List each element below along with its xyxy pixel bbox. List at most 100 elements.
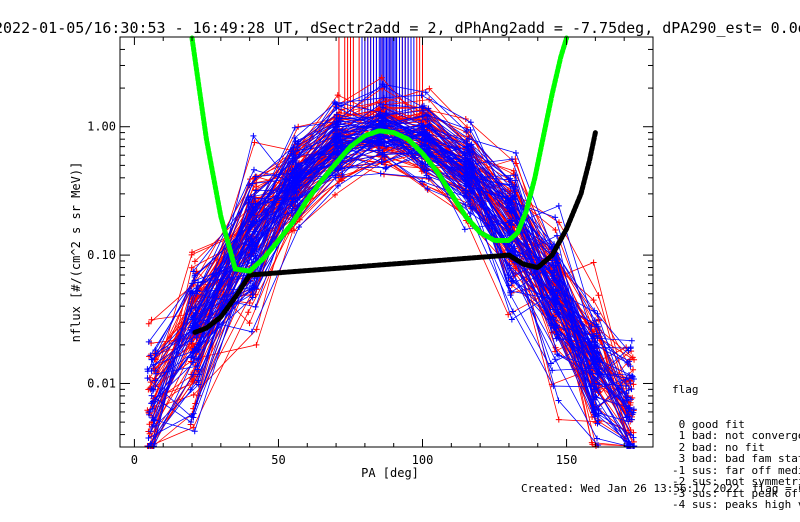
- x-tick-label: 150: [556, 453, 578, 467]
- blue-profile-point: [507, 175, 514, 182]
- blue-profile-point: [595, 412, 602, 419]
- x-tick-label: 50: [271, 453, 285, 467]
- blue-profile-point: [148, 392, 155, 399]
- red-profile-point: [336, 177, 343, 184]
- blue-profile-point: [554, 351, 561, 358]
- blue-profile-point: [628, 337, 635, 344]
- blue-profile-point: [467, 210, 474, 217]
- blue-profile-point: [552, 214, 559, 221]
- blue-profile-point: [250, 166, 257, 173]
- red-profile-point: [145, 320, 152, 327]
- legend-item: 3 bad: bad fam stat: [672, 452, 800, 465]
- blue-profile-point: [152, 370, 159, 377]
- blue-profile-point: [593, 361, 600, 368]
- blue-profile-point: [423, 111, 430, 118]
- red-profile-point: [630, 366, 637, 373]
- legend-items: 0 good fit 1 bad: not converge 2 bad: no…: [672, 417, 800, 511]
- blue-profile-point: [591, 307, 598, 314]
- blue-profile-point: [461, 150, 468, 157]
- blue-profile-point: [594, 420, 601, 427]
- y-tick-label: 1.00: [87, 120, 116, 134]
- blue-profile-point: [338, 165, 345, 172]
- blue-profile-point: [296, 172, 303, 179]
- blue-profile-point: [626, 372, 633, 379]
- red-profile-point: [246, 320, 253, 327]
- red-profile-point: [247, 176, 254, 183]
- blue-profile-point: [627, 344, 634, 351]
- red-profile-point: [191, 258, 198, 265]
- blue-profile-point: [251, 248, 258, 255]
- blue-profile-point: [290, 196, 297, 203]
- blue-profile-point: [248, 328, 255, 335]
- blue-profile-point: [189, 316, 196, 323]
- blue-profile-point: [509, 194, 516, 201]
- blue-profile-point: [588, 362, 595, 369]
- blue-profile-point: [383, 164, 390, 171]
- blue-profile-point: [148, 356, 155, 363]
- blue-profile-point: [187, 386, 194, 393]
- blue-profile-point: [555, 397, 562, 404]
- blue-profile-point: [146, 408, 153, 415]
- blue-profile-point: [187, 324, 194, 331]
- blue-profile-point: [332, 174, 339, 181]
- blue-profile-point: [188, 306, 195, 313]
- red-profile-point: [555, 416, 562, 423]
- blue-profile-point: [380, 94, 387, 101]
- blue-profile-point: [332, 120, 339, 127]
- blue-profile-point: [627, 380, 634, 387]
- red-profile-line: [191, 113, 596, 393]
- blue-profile-point: [629, 372, 636, 379]
- red-profile-point: [251, 139, 258, 146]
- blue-profile-point: [594, 371, 601, 378]
- legend-item: 2 bad: no fit: [672, 440, 765, 454]
- blue-profile-point: [463, 172, 470, 179]
- red-profile-point: [334, 92, 341, 99]
- blue-profile-point: [188, 354, 195, 361]
- blue-profile-point: [555, 330, 562, 337]
- blue-profile-point: [464, 177, 471, 184]
- blue-profile-point: [145, 338, 152, 345]
- red-profile-point: [378, 74, 385, 81]
- blue-profile-line: [197, 107, 593, 339]
- blue-profile-point: [148, 423, 155, 430]
- blue-profile-point: [554, 295, 561, 302]
- green-fit-curve: [189, 35, 570, 274]
- legend-item: -2 sus: not symmetri: [672, 475, 800, 488]
- blue-profile-point: [595, 387, 602, 394]
- blue-profile-point: [377, 138, 384, 145]
- blue-profile-point: [509, 248, 516, 255]
- blue-profile-point: [625, 386, 632, 393]
- y-tick-label: 0.01: [87, 376, 116, 390]
- blue-profile-point: [506, 181, 513, 188]
- red-profile-point: [296, 216, 303, 223]
- blue-profile-point: [628, 416, 635, 423]
- flag-legend: flag 0 good fit 1 bad: not converge 2 ba…: [672, 361, 800, 522]
- blue-profile-point: [249, 290, 256, 297]
- legend-item: 1 bad: not converge: [672, 429, 800, 442]
- blue-profile-point: [630, 406, 637, 413]
- blue-profile-point: [418, 120, 425, 127]
- axis-ticks: 0 50 100 150 0.01 0.10 1.00: [87, 37, 653, 467]
- legend-heading: flag: [672, 383, 699, 396]
- red-profile-point: [188, 344, 195, 351]
- blue-profile-point: [469, 187, 476, 194]
- blue-profile-point: [466, 182, 473, 189]
- blue-profile-point: [149, 398, 156, 405]
- blue-profile-point: [294, 162, 301, 169]
- blue-profile-point: [593, 435, 600, 442]
- blue-profile-point: [189, 371, 196, 378]
- blue-profile-line: [153, 129, 629, 432]
- blue-profile-point: [469, 206, 476, 213]
- blue-profile-point: [463, 188, 470, 195]
- blue-profile-point: [196, 371, 203, 378]
- blue-profile-point: [189, 289, 196, 296]
- blue-profile-point: [507, 292, 514, 299]
- red-profile-point: [595, 292, 602, 299]
- red-profile-point: [588, 439, 595, 446]
- x-tick-label: 100: [412, 453, 434, 467]
- blue-profile-point: [625, 418, 632, 425]
- legend-item: 0 good fit: [672, 417, 745, 431]
- red-profile-point: [190, 424, 197, 431]
- blue-profile-point: [511, 188, 518, 195]
- x-axis-label: PA [deg]: [361, 466, 419, 480]
